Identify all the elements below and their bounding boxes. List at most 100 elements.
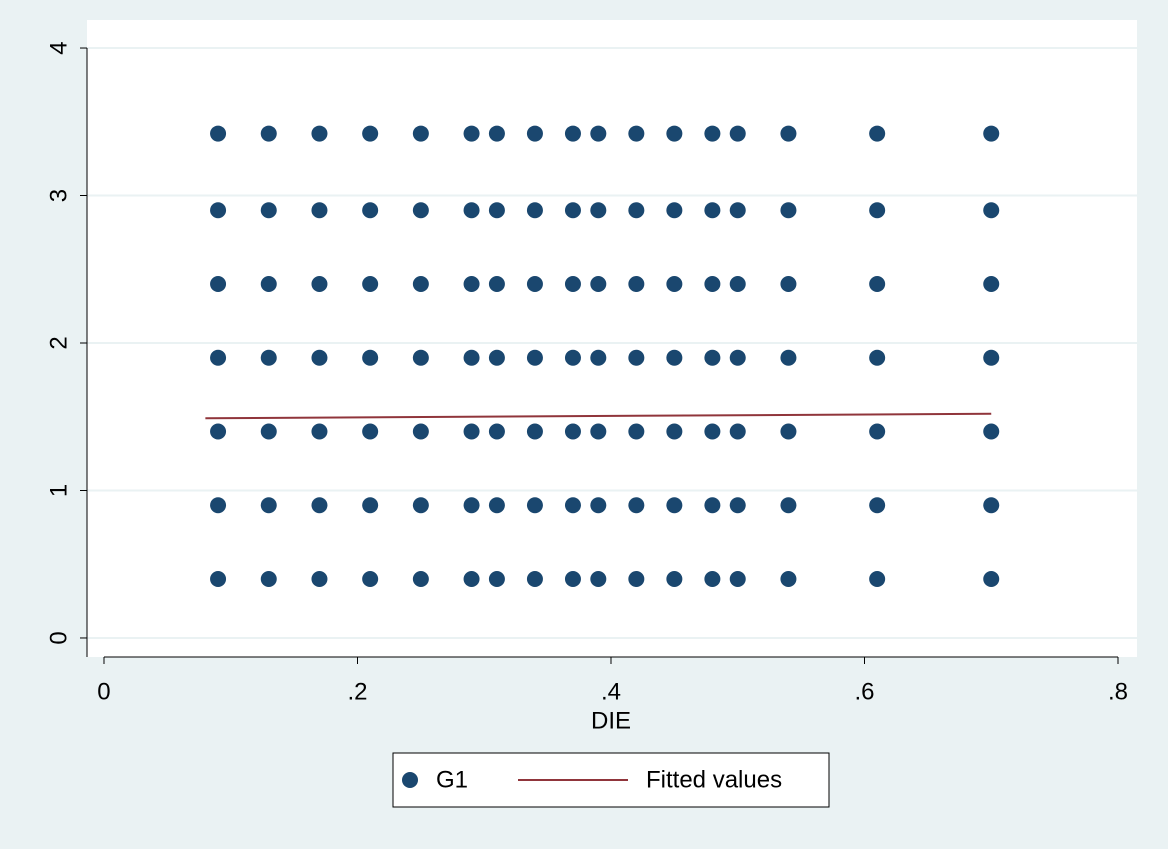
point	[869, 125, 886, 142]
legend-label: G1	[436, 766, 468, 793]
point	[210, 202, 227, 219]
point	[729, 349, 746, 366]
point	[564, 125, 581, 142]
point	[362, 349, 379, 366]
point	[628, 497, 645, 514]
point	[780, 202, 797, 219]
point	[362, 497, 379, 514]
x-tick-label: 0	[97, 678, 110, 705]
point	[260, 276, 277, 293]
point	[666, 202, 683, 219]
point	[869, 497, 886, 514]
point	[412, 276, 429, 293]
x-tick-label: .4	[601, 678, 621, 705]
point	[463, 423, 480, 440]
point	[362, 202, 379, 219]
point	[260, 497, 277, 514]
point	[628, 202, 645, 219]
point	[210, 423, 227, 440]
point	[210, 570, 227, 587]
point	[311, 202, 328, 219]
x-tick-label: .8	[1108, 678, 1128, 705]
point	[666, 349, 683, 366]
point	[311, 423, 328, 440]
point	[463, 125, 480, 142]
point	[412, 570, 429, 587]
point	[311, 349, 328, 366]
point	[780, 497, 797, 514]
point	[210, 125, 227, 142]
point	[869, 202, 886, 219]
y-tick-label: 4	[45, 41, 72, 54]
point	[704, 497, 721, 514]
point	[564, 202, 581, 219]
point	[628, 125, 645, 142]
point	[983, 349, 1000, 366]
x-axis-label: DIE	[591, 707, 631, 734]
point	[983, 125, 1000, 142]
point	[983, 423, 1000, 440]
point	[704, 349, 721, 366]
point	[564, 570, 581, 587]
point	[666, 125, 683, 142]
point	[463, 570, 480, 587]
point	[704, 202, 721, 219]
point	[412, 423, 429, 440]
point	[564, 423, 581, 440]
point	[780, 125, 797, 142]
point	[628, 570, 645, 587]
point	[526, 276, 543, 293]
point	[488, 276, 505, 293]
point	[260, 349, 277, 366]
point	[983, 570, 1000, 587]
point	[628, 276, 645, 293]
point	[869, 276, 886, 293]
point	[412, 202, 429, 219]
y-tick-label: 3	[45, 189, 72, 202]
point	[780, 423, 797, 440]
point	[983, 276, 1000, 293]
point	[362, 570, 379, 587]
point	[210, 276, 227, 293]
point	[362, 423, 379, 440]
point	[311, 570, 328, 587]
point	[729, 202, 746, 219]
point	[526, 423, 543, 440]
point	[628, 423, 645, 440]
point	[666, 497, 683, 514]
y-tick-label: 2	[45, 336, 72, 349]
point	[780, 276, 797, 293]
point	[412, 349, 429, 366]
point	[526, 349, 543, 366]
point	[780, 570, 797, 587]
point	[780, 349, 797, 366]
point	[260, 125, 277, 142]
point	[729, 276, 746, 293]
point	[704, 423, 721, 440]
point	[590, 125, 607, 142]
point	[362, 276, 379, 293]
point	[729, 570, 746, 587]
point	[729, 497, 746, 514]
point	[526, 570, 543, 587]
point	[488, 570, 505, 587]
point	[666, 570, 683, 587]
point	[311, 125, 328, 142]
point	[260, 423, 277, 440]
point	[488, 497, 505, 514]
legend-marker	[402, 772, 418, 788]
point	[526, 497, 543, 514]
y-tick-label: 1	[45, 484, 72, 497]
point	[463, 276, 480, 293]
point	[463, 202, 480, 219]
legend-label: Fitted values	[646, 766, 782, 793]
point	[463, 349, 480, 366]
point	[260, 570, 277, 587]
point	[564, 497, 581, 514]
x-tick-label: .2	[347, 678, 367, 705]
point	[869, 423, 886, 440]
point	[311, 497, 328, 514]
point	[590, 497, 607, 514]
